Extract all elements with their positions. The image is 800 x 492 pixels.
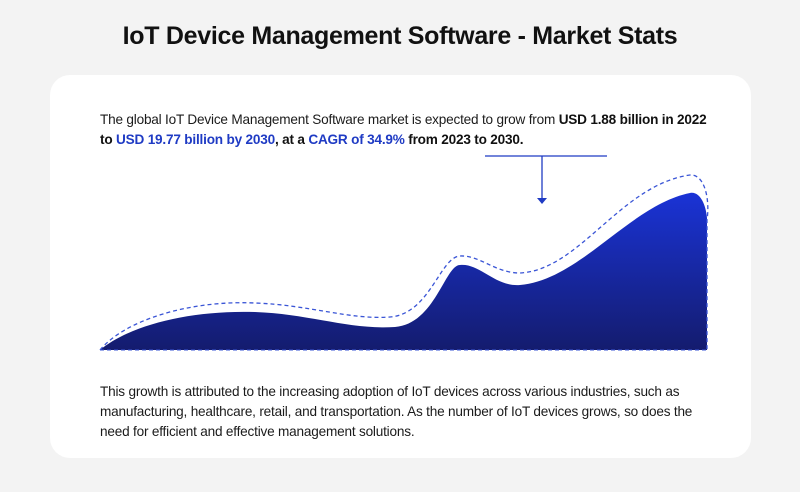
value-2030: USD 19.77 billion by 2030 bbox=[116, 132, 275, 147]
stats-card: The global IoT Device Management Softwar… bbox=[50, 75, 751, 458]
growth-area-chart bbox=[99, 155, 709, 351]
outro-text: This growth is attributed to the increas… bbox=[100, 384, 693, 439]
area-fill bbox=[100, 192, 707, 350]
intro-text: The global IoT Device Management Softwar… bbox=[100, 110, 715, 150]
intro-part4: from 2023 to 2030. bbox=[404, 132, 524, 147]
area-dashed-outline bbox=[99, 174, 709, 351]
arrow-down-icon bbox=[485, 155, 607, 204]
cagr-value: CAGR of 34.9% bbox=[308, 132, 405, 147]
intro-part3: , at a bbox=[274, 132, 309, 147]
intro-part2: in 2022 to bbox=[100, 112, 707, 147]
intro-part1: The global IoT Device Management Softwar… bbox=[100, 112, 559, 127]
page-title: IoT Device Management Software - Market … bbox=[122, 22, 678, 50]
value-2022: USD 1.88 billion bbox=[558, 112, 659, 127]
